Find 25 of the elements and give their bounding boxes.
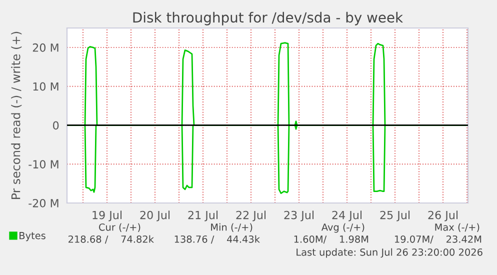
y-tick-label: 20 M (32, 43, 58, 52)
x-tick-label: 26 Jul (428, 210, 458, 222)
text: Cur (-/+) (98, 223, 140, 232)
legend-label: Bytes (20, 232, 46, 242)
text: 138.76 / 44.43k (174, 235, 260, 244)
x-tick-label: 22 Jul (236, 210, 266, 222)
y-tick-label: 10 M (33, 82, 58, 91)
y-tick-label: -10 M (28, 160, 58, 168)
text: 218.68 / 74.82k (68, 235, 154, 244)
x-tick-label: 24 Jul (332, 210, 362, 222)
x-tick-label: 23 Jul (284, 210, 314, 222)
text: 1.60M/ 1.98M (294, 235, 368, 244)
text: 19.07M/ 23.42M (394, 235, 482, 244)
text: Max (-/+) (435, 223, 480, 232)
chart-title: Disk throughput for /dev/sda - by week (133, 12, 404, 26)
text: Min (-/+) (211, 223, 252, 232)
y-tick-label: -20 M (28, 198, 58, 208)
x-tick-label: 21 Jul (188, 210, 218, 222)
y-axis-title: Pr second read (-) / write (+) (11, 32, 22, 199)
x-tick-label: 25 Jul (380, 210, 410, 222)
text: Last update: Sun Jul 26 23:20:00 2026 (296, 248, 482, 258)
x-tick-label: 19 Jul (92, 210, 122, 222)
y-tick-label: 0 (53, 121, 59, 130)
x-tick-label: 20 Jul (140, 210, 170, 222)
text: Avg (-/+) (321, 223, 364, 233)
